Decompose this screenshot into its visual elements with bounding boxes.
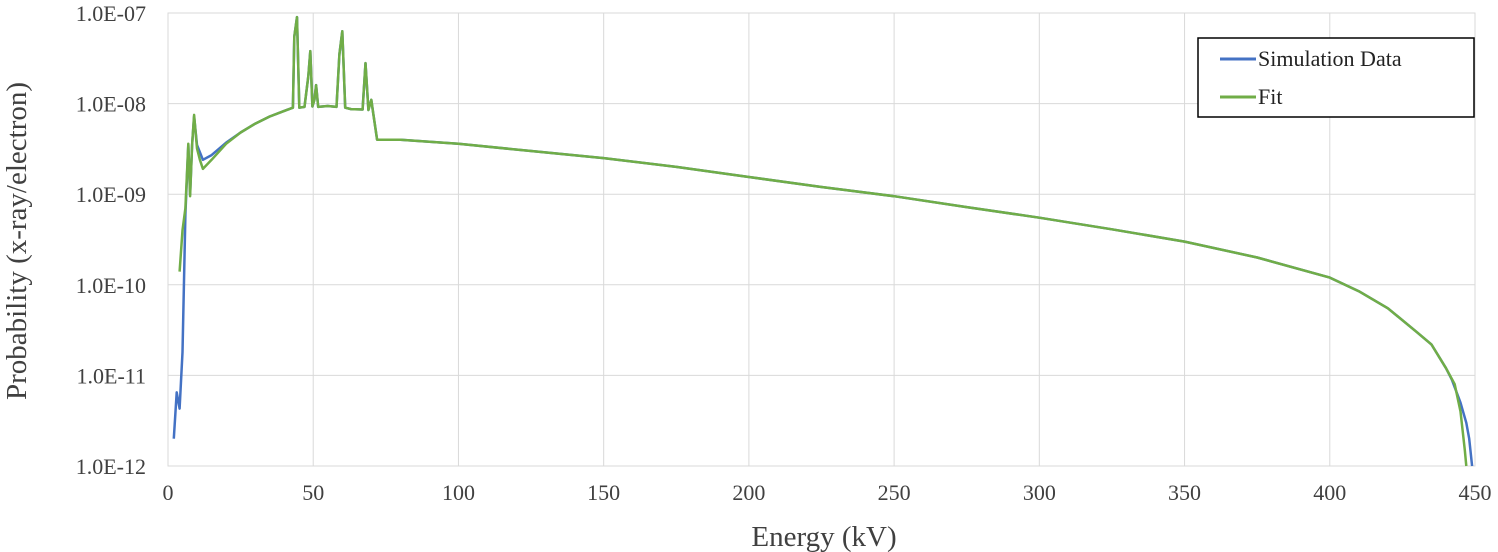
x-axis-title: Energy (kV) [751,521,896,552]
x-tick-label: 100 [442,480,475,505]
y-tick-label: 1.0E-08 [76,92,146,117]
plot-area [167,12,1476,467]
series-layer [172,15,1474,467]
legend-label-fit: Fit [1258,84,1282,109]
legend-label-simulation-data: Simulation Data [1258,46,1402,71]
y-tick-label: 1.0E-12 [76,454,146,479]
x-tick-label: 350 [1168,480,1201,505]
x-tick-label: 150 [587,480,620,505]
y-tick-label: 1.0E-11 [77,363,146,388]
legend: Simulation Data Fit [1197,37,1475,118]
y-tick-label: 1.0E-07 [76,1,146,26]
x-tick-label: 400 [1313,480,1346,505]
x-tick-label: 450 [1459,480,1492,505]
x-tick-label: 300 [1023,480,1056,505]
y-axis-tick-labels: 1.0E-12 1.0E-11 1.0E-10 1.0E-09 1.0E-08 1.0E-… [76,1,146,479]
x-tick-label: 50 [302,480,324,505]
legend-box [1197,37,1475,118]
y-axis-title: Probability (x-ray/electron) [1,82,33,400]
series-line-fit [178,15,1468,467]
x-axis-tick-labels: 0 50 100 150 200 250 300 350 400 450 [163,480,1492,505]
x-tick-label: 250 [878,480,911,505]
x-tick-label: 0 [163,480,174,505]
x-tick-label: 200 [732,480,765,505]
y-tick-label: 1.0E-09 [76,182,146,207]
y-tick-label: 1.0E-10 [76,273,146,298]
